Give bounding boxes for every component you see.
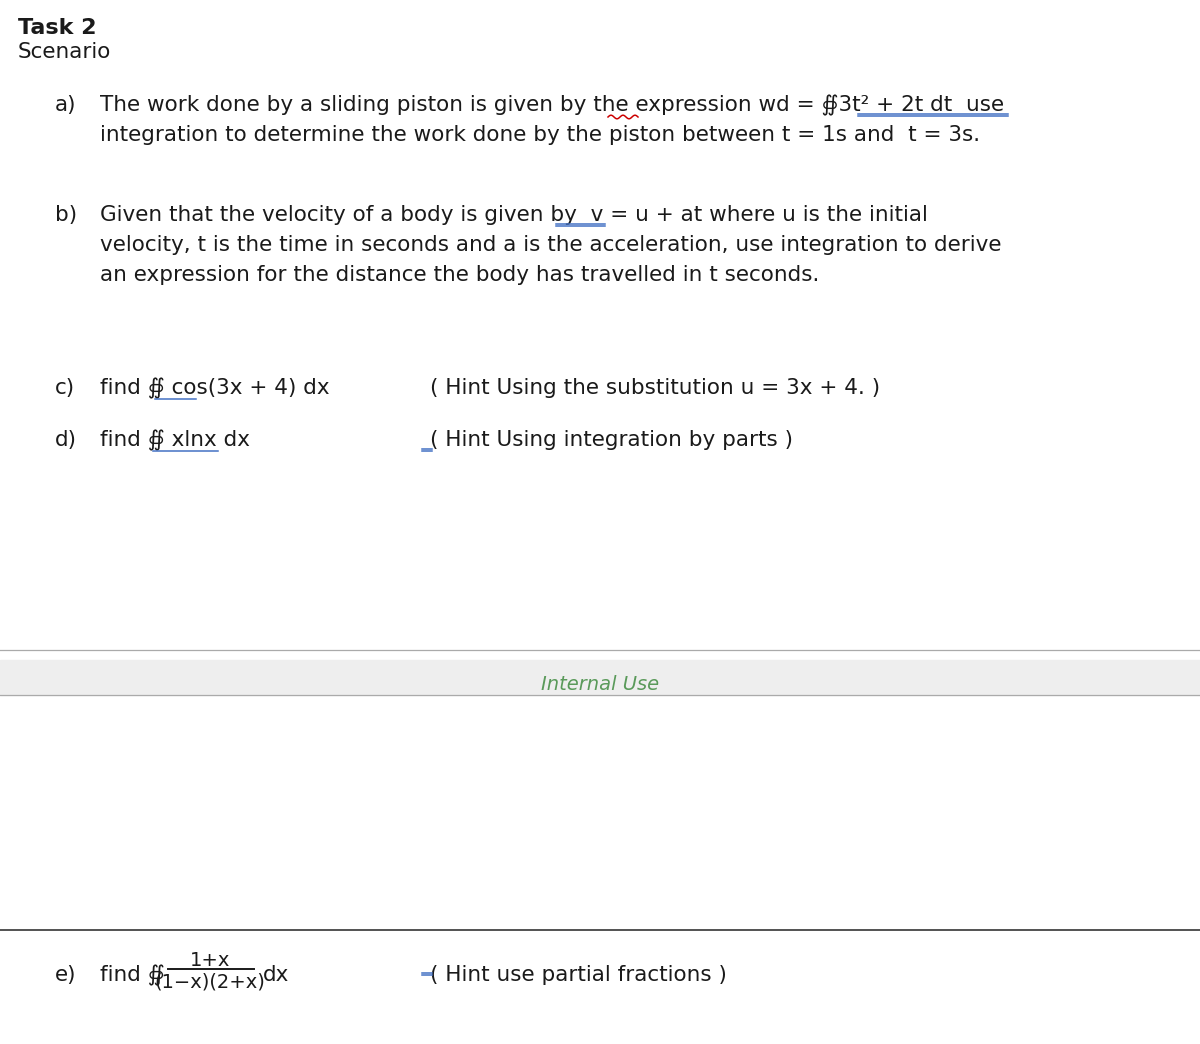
Text: find ∯: find ∯ [100,965,164,987]
Text: a): a) [55,95,77,115]
Text: ( Hint use partial fractions ): ( Hint use partial fractions ) [430,965,727,984]
Text: The work done by a sliding piston is given by the expression wd = ∯3t² + 2t dt  : The work done by a sliding piston is giv… [100,95,1004,116]
Text: Scenario: Scenario [18,42,112,62]
Text: find ∯ cos(3x + 4) dx: find ∯ cos(3x + 4) dx [100,378,330,399]
Text: d): d) [55,430,77,450]
Text: find ∯ xlnx dx: find ∯ xlnx dx [100,430,250,451]
Text: integration to determine the work done by the piston between t = 1s and  t = 3s.: integration to determine the work done b… [100,125,980,145]
Text: ( Hint Using integration by parts ): ( Hint Using integration by parts ) [430,430,793,450]
Text: c): c) [55,378,76,398]
Text: e): e) [55,965,77,984]
Text: Task 2: Task 2 [18,18,96,38]
Text: dx: dx [263,965,289,984]
Text: Internal Use: Internal Use [541,675,659,694]
Text: b): b) [55,205,77,226]
Text: Given that the velocity of a body is given by  v = u + at where u is the initial: Given that the velocity of a body is giv… [100,205,928,226]
Bar [0,660,1200,695]
Text: an expression for the distance the body has travelled in t seconds.: an expression for the distance the body … [100,265,820,285]
Text: 1+x: 1+x [190,951,230,970]
Text: (1−x)(2+x): (1−x)(2+x) [155,973,265,992]
Text: ( Hint Using the substitution u = 3x + 4. ): ( Hint Using the substitution u = 3x + 4… [430,378,880,398]
Text: velocity, t is the time in seconds and a is the acceleration, use integration to: velocity, t is the time in seconds and a… [100,235,1002,255]
